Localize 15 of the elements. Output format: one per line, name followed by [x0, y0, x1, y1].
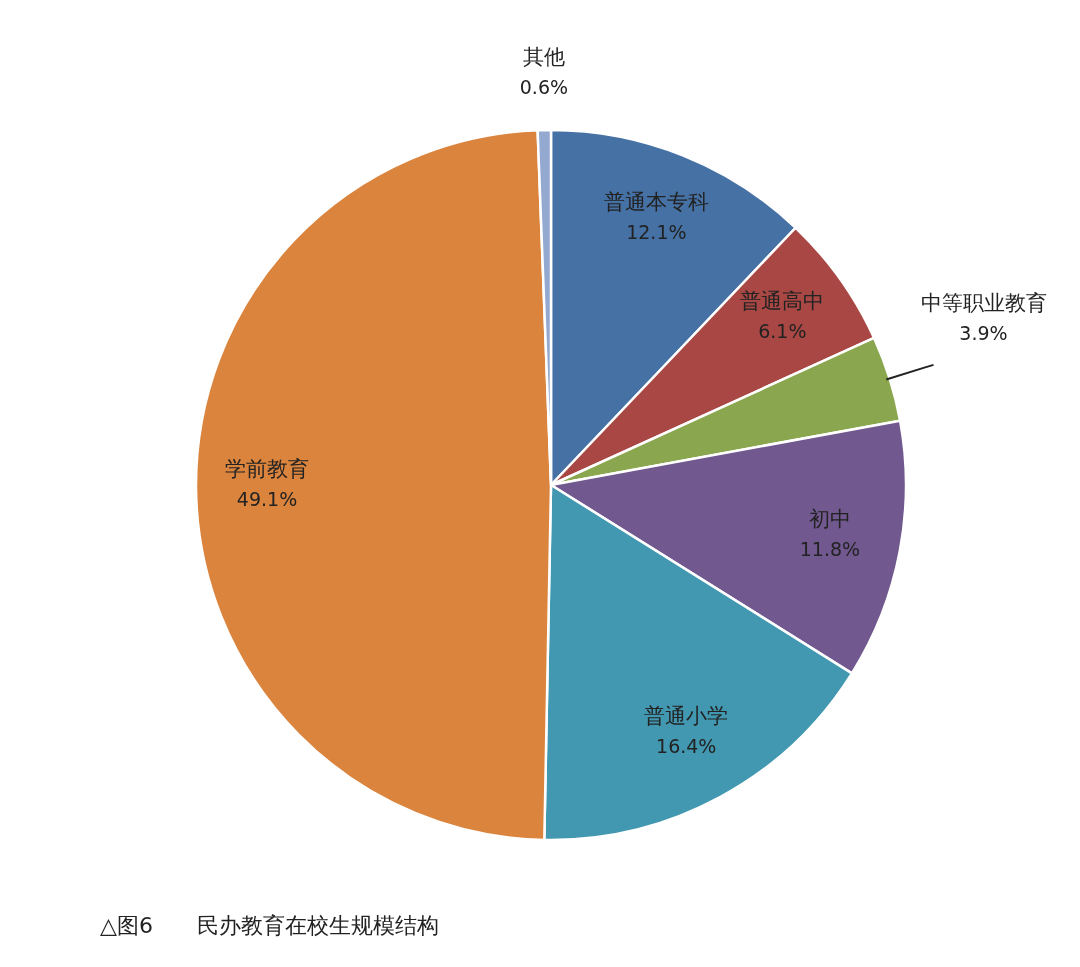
data-label: 3.9%: [959, 321, 1008, 344]
data-label: 49.1%: [236, 487, 298, 510]
slice-label: 其他: [522, 44, 565, 69]
data-label: 0.6%: [519, 75, 569, 98]
text: △图6 民办教育在校生规模结构: [100, 913, 439, 938]
data-label: 6.1%: [758, 320, 807, 343]
data-label: 16.4%: [656, 734, 717, 757]
slice-label: 初中: [808, 507, 851, 532]
slice-label: 普通小学: [644, 703, 729, 728]
data-label: 11.8%: [799, 538, 861, 561]
slice-label: 学前教育: [225, 456, 310, 481]
data-label: 12.1%: [626, 221, 687, 244]
slice-label: 中等职业教育: [920, 290, 1047, 315]
slice-label: 普通本专科: [603, 190, 709, 215]
slice-label: 普通高中: [740, 289, 825, 314]
